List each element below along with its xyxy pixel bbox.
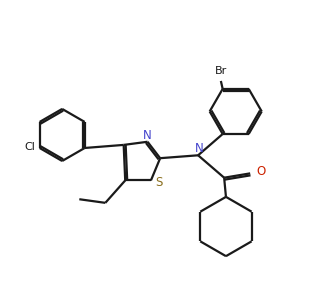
Text: N: N: [194, 142, 203, 155]
Text: S: S: [155, 176, 163, 189]
Text: Cl: Cl: [24, 142, 35, 152]
Text: O: O: [256, 165, 265, 179]
Text: N: N: [143, 129, 152, 142]
Text: Br: Br: [215, 66, 227, 76]
